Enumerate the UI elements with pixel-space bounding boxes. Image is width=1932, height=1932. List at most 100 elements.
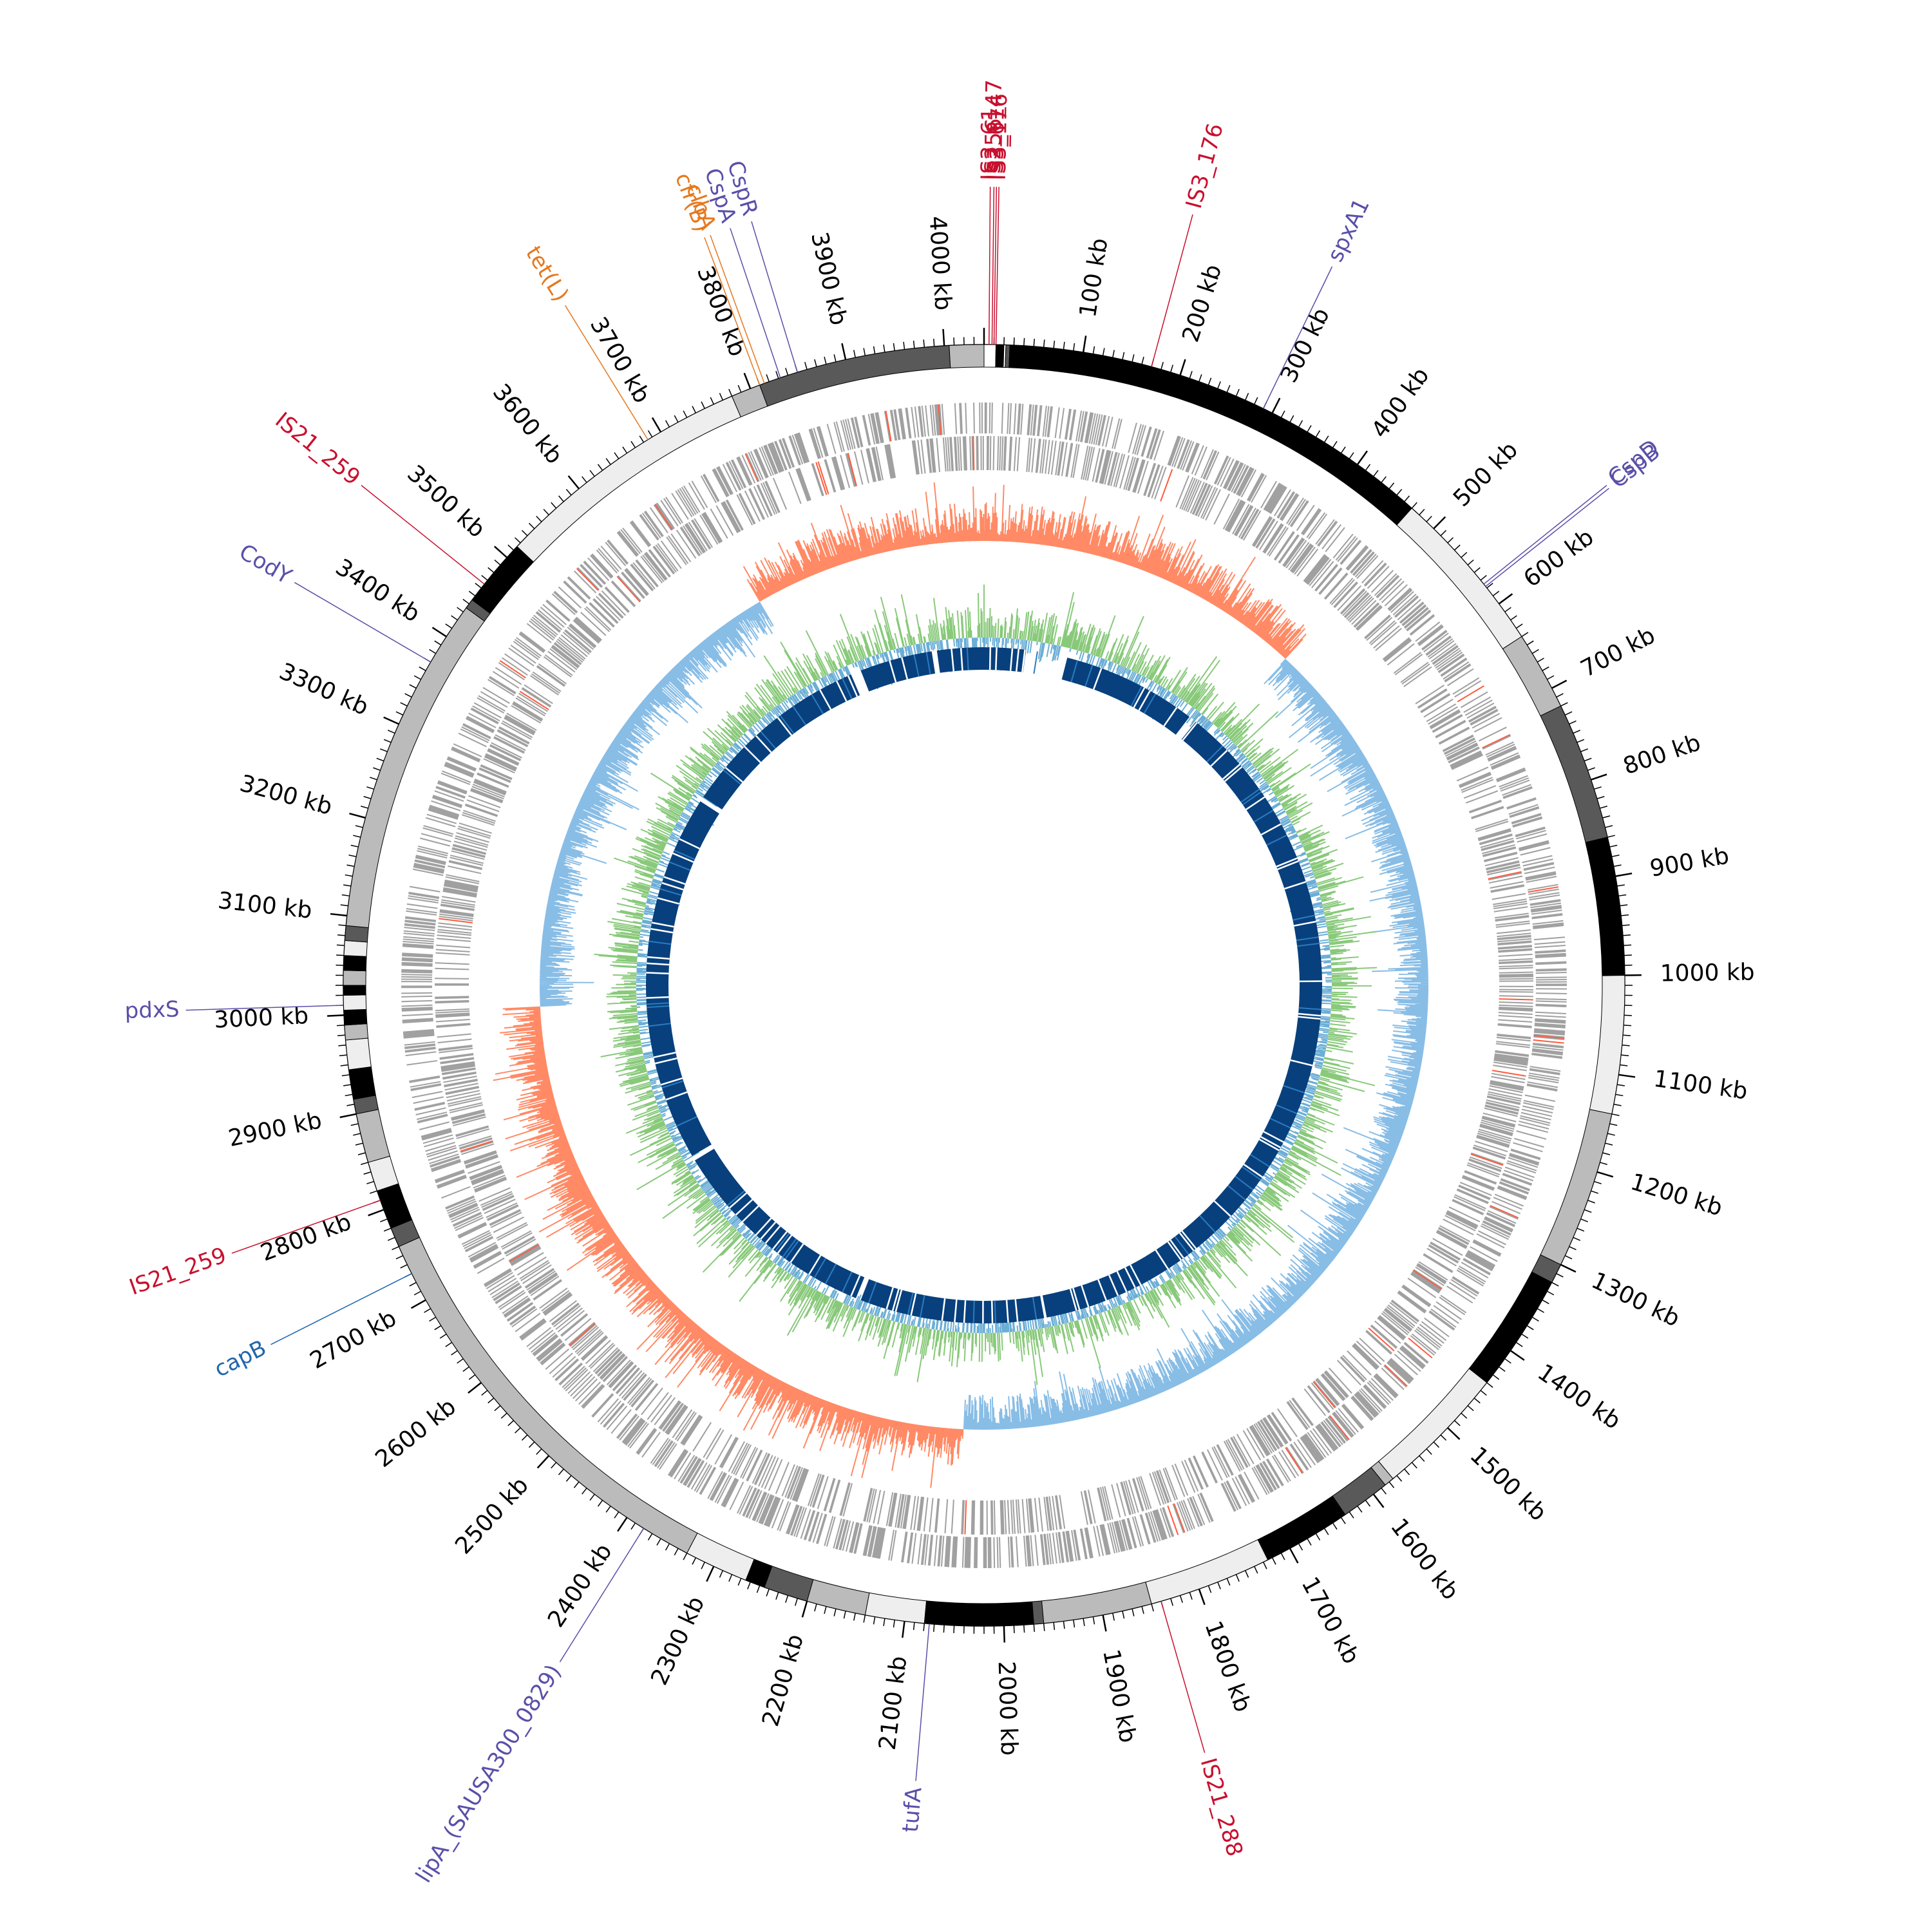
alignment-gap-line: [1015, 649, 1020, 672]
cds-feature-mark: [1489, 1085, 1523, 1094]
cds-feature-mark: [1432, 1238, 1463, 1256]
alignment-gap-line: [654, 1057, 677, 1065]
minor-tick: [1569, 720, 1577, 725]
annotation-leader-line: [995, 187, 999, 345]
cds-feature-mark: [1342, 1354, 1367, 1381]
cds-feature-mark: [477, 697, 505, 714]
cds-feature-mark: [1343, 1403, 1365, 1428]
alignment-variant-line: [726, 1190, 745, 1206]
major-tick: [1498, 593, 1513, 605]
cds-feature-mark: [1522, 858, 1553, 867]
cds-feature-mark: [1048, 1533, 1054, 1564]
cds-feature-mark: [531, 673, 560, 694]
major-tick: [567, 475, 580, 489]
annotation-label: IS256_47: [980, 79, 1007, 180]
alignment-gap-line: [646, 972, 669, 974]
cds-feature-mark: [1488, 748, 1517, 762]
cds-feature-mark: [1084, 412, 1092, 443]
cds-feature-mark: [1351, 600, 1377, 625]
minor-tick: [1580, 748, 1588, 752]
minor-tick: [521, 1434, 528, 1441]
contig-segment: [344, 925, 369, 943]
cds-feature-mark: [1278, 535, 1300, 564]
cds-feature-mark: [1502, 1173, 1533, 1185]
cds-feature-mark: [786, 1466, 800, 1499]
cds-feature-mark: [1533, 1030, 1565, 1035]
cds-feature-mark: [516, 637, 542, 657]
cds-feature-mark: [752, 1492, 766, 1520]
cds-feature-mark: [829, 1479, 841, 1513]
alignment-gap-line: [850, 1274, 861, 1297]
cds-feature-mark: [483, 1268, 511, 1285]
cds-feature-mark: [1199, 1493, 1213, 1522]
cds-feature-mark: [1146, 428, 1157, 459]
cds-feature-mark: [1283, 538, 1305, 567]
cds-feature-mark: [1384, 584, 1408, 607]
cds-feature-mark: [1510, 807, 1540, 819]
cds-feature-mark: [1001, 402, 1004, 434]
cds-feature-mark: [1492, 1072, 1526, 1080]
cds-feature-mark: [1055, 441, 1061, 475]
cds-feature-mark: [542, 1291, 571, 1314]
cds-feature-mark: [1222, 1482, 1236, 1511]
minor-tick: [1473, 1397, 1481, 1404]
minor-tick: [1607, 1133, 1615, 1136]
cds-feature-mark: [650, 1394, 672, 1423]
cds-feature-mark: [949, 437, 953, 471]
alignment-variant-line: [1266, 834, 1287, 846]
cds-feature-mark: [552, 1303, 580, 1326]
cds-feature-mark: [1167, 435, 1179, 466]
cds-feature-mark: [440, 1057, 475, 1063]
cds-feature-mark: [599, 1353, 625, 1379]
cds-feature-mark: [1487, 746, 1517, 761]
cds-feature-mark: [612, 1364, 636, 1391]
cds-feature-mark: [660, 540, 682, 569]
cds-feature-mark: [782, 437, 795, 468]
minor-tick: [1486, 583, 1493, 589]
cds-feature-mark: [1459, 772, 1492, 788]
cds-feature-mark: [1478, 1128, 1512, 1140]
cds-feature-mark: [811, 1474, 824, 1508]
minor-tick: [445, 623, 453, 629]
cds-feature-mark: [621, 571, 645, 598]
cds-feature-mark: [1409, 614, 1435, 635]
cds-feature-mark: [1530, 905, 1562, 911]
cds-feature-mark: [670, 533, 692, 562]
cds-feature-mark: [1383, 1365, 1407, 1388]
cds-feature-mark: [1110, 452, 1120, 486]
cds-feature-mark: [681, 526, 701, 556]
cds-feature-mark: [868, 1526, 876, 1557]
cds-feature-mark: [1411, 1272, 1441, 1293]
cds-feature-mark: [714, 468, 730, 497]
cds-feature-mark: [1416, 1264, 1446, 1283]
cds-feature-mark: [1399, 601, 1424, 623]
cds-feature-mark: [1324, 1370, 1349, 1397]
cds-feature-mark: [870, 413, 878, 444]
annotation-label: IS21_259: [270, 407, 365, 490]
cds-feature-mark: [455, 1125, 489, 1136]
cds-feature-mark: [1004, 436, 1007, 471]
cds-feature-mark: [574, 618, 601, 643]
cds-feature-mark: [1384, 1308, 1412, 1331]
cds-feature-mark: [448, 865, 482, 875]
cds-feature-mark: [786, 1504, 799, 1535]
minor-tick: [1584, 1209, 1592, 1213]
cds-feature-mark: [1316, 1425, 1337, 1450]
cds-feature-mark: [1400, 661, 1429, 683]
minor-tick: [747, 1582, 751, 1589]
minor-tick: [1573, 1236, 1581, 1241]
cds-feature-mark: [1267, 1458, 1284, 1486]
cds-feature-mark: [1102, 1486, 1112, 1520]
alignment-variant-line: [907, 1293, 914, 1315]
alignment-gap-line: [1259, 1139, 1280, 1151]
cds-feature-mark: [681, 1456, 698, 1484]
cds-feature-mark: [460, 728, 489, 743]
cds-feature-mark: [1257, 1464, 1274, 1492]
annotation-leader-line: [704, 237, 761, 386]
minor-tick: [462, 1366, 469, 1372]
minor-tick: [1515, 1341, 1523, 1347]
cds-feature-mark: [947, 437, 951, 471]
cds-feature-mark: [1286, 497, 1304, 524]
cds-feature-mark: [1493, 906, 1528, 913]
cds-feature-mark: [1535, 1003, 1567, 1007]
